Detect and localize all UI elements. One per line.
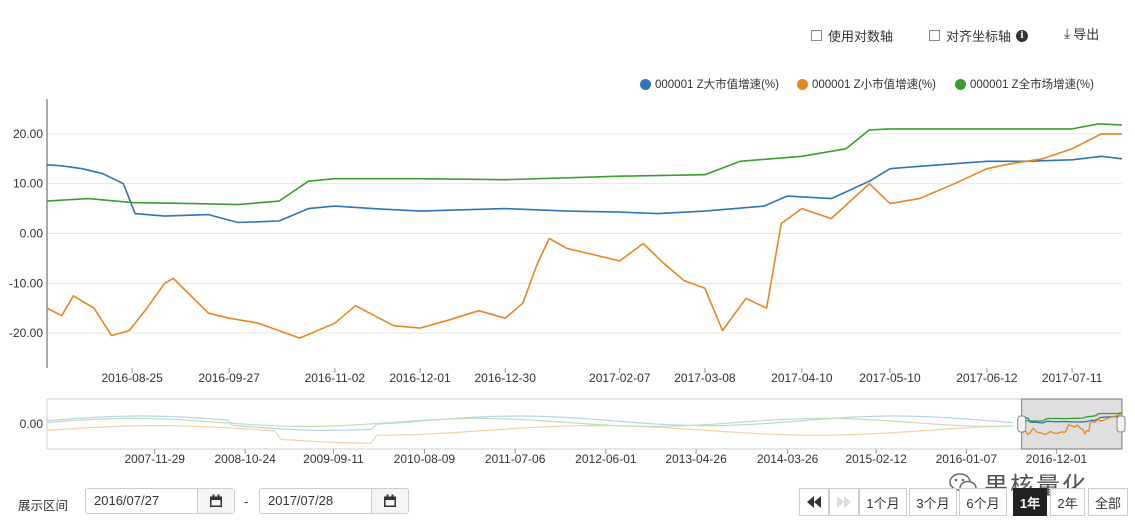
legend-label-small: 000001 Z小市值增速(%) — [812, 79, 936, 91]
download-icon: ⤓ — [1064, 25, 1071, 41]
range-button-all[interactable]: 全部 — [1088, 488, 1128, 516]
x-tick-label: 2017-02-07 — [589, 371, 651, 385]
legend-dot-large — [640, 78, 651, 90]
calendar-icon — [384, 494, 396, 507]
x-tick-label: 2016-12-30 — [475, 371, 537, 385]
start-date-input[interactable]: 2016/07/27 — [85, 488, 235, 514]
y-tick-label: 10.00 — [13, 177, 43, 191]
range-button-1y[interactable]: 1年 — [1013, 488, 1047, 516]
x-tick-label: 2017-06-12 — [956, 371, 1018, 385]
x-tick-label: 2017-04-10 — [771, 371, 833, 385]
navigator-x-tick-label: 2007-11-29 — [124, 452, 185, 466]
x-tick-label: 2017-07-11 — [1042, 371, 1103, 385]
range-button-3m[interactable]: 3个月 — [909, 488, 957, 516]
navigator-selected-line — [1021, 413, 1122, 436]
navigator[interactable]: 0.00 2007-11-29 2008-10-24 2009-09-11 2010-0… — [20, 398, 1126, 466]
y-tick-label: 20.00 — [13, 127, 43, 141]
x-tick-label: 2016-12-01 — [389, 371, 451, 385]
legend-dot-market — [955, 78, 966, 90]
navigator-x-tick-label: 2016-12-01 — [1026, 452, 1088, 466]
navigator-x-tick-label: 2016-01-07 — [936, 452, 998, 466]
chart-legend: 000001 Z大市值增速(%) 000001 Z小市值增速(%) 000001… — [0, 76, 1135, 94]
series-line-small — [46, 133, 1122, 339]
navigator-x-tick-label: 2014-03-26 — [757, 452, 819, 466]
log-axis-toggle[interactable]: 使用对数轴 — [811, 26, 893, 45]
export-label: 导出 — [1073, 27, 1100, 42]
end-date-input[interactable]: 2017/07/28 — [259, 488, 409, 514]
legend-label-large: 000001 Z大市值增速(%) — [655, 79, 779, 91]
legend-item-market[interactable]: 000001 Z全市场增速(%) — [955, 76, 1094, 92]
navigator-x-tick-label: 2012-06-01 — [575, 452, 637, 466]
range-label: 展示区间 — [18, 499, 69, 513]
range-selector: 展示区间 2016/07/27 - 2017/07/28 1个月 3个月 6个月… — [0, 488, 1135, 518]
fast-forward-icon — [837, 496, 851, 508]
range-button-2y[interactable]: 2年 — [1050, 488, 1085, 516]
range-button-6m[interactable]: 6个月 — [959, 488, 1007, 516]
navigator-handle — [1017, 415, 1027, 433]
info-icon[interactable]: i — [1016, 29, 1029, 42]
series-line-large — [46, 155, 1123, 224]
start-date-value: 2016/07/27 — [94, 493, 160, 508]
align-axis-checkbox[interactable] — [929, 30, 940, 41]
navigator-selected-line — [1021, 412, 1123, 422]
legend-item-large[interactable]: 000001 Z大市值增速(%) — [640, 76, 779, 92]
x-tick-label: 2017-03-08 — [674, 371, 736, 385]
x-tick-label: 2016-08-25 — [101, 371, 163, 385]
navigator-x-tick-label: 2009-09-11 — [303, 452, 364, 466]
align-axis-label: 对齐坐标轴 — [946, 29, 1012, 44]
rewind-icon — [807, 496, 821, 508]
x-tick-label: 2017-05-10 — [859, 371, 921, 385]
navigator-overview-line — [46, 415, 1014, 431]
y-tick-label: 0.00 — [20, 227, 44, 241]
calendar-icon — [210, 494, 222, 507]
navigator-x-tick-label: 2008-10-24 — [214, 452, 276, 466]
navigator-x-tick-label: 2013-04-26 — [665, 452, 727, 466]
navigator-x-tick-label: 2011-07-06 — [485, 452, 546, 466]
navigator-overview-line — [46, 417, 1014, 427]
navigator-x-tick-label: 2010-08-09 — [394, 452, 456, 466]
range-separator: - — [244, 494, 249, 509]
navigator-selection — [1021, 398, 1123, 450]
align-axis-toggle[interactable]: 对齐坐标轴 i — [929, 26, 1029, 45]
range-button-1m[interactable]: 1个月 — [859, 488, 907, 516]
navigator-x-tick-label: 2015-02-12 — [845, 452, 907, 466]
log-axis-label: 使用对数轴 — [828, 29, 894, 44]
export-button[interactable]: ⤓ 导出 — [1064, 24, 1099, 43]
navigator-handle — [1116, 415, 1126, 433]
legend-label-market: 000001 Z全市场增速(%) — [970, 79, 1094, 91]
x-tick-label: 2016-09-27 — [198, 371, 260, 385]
y-tick-label: -10.00 — [9, 276, 43, 290]
y-tick-label: -20.00 — [9, 326, 43, 340]
prev-range-button[interactable] — [799, 488, 829, 516]
legend-dot-small — [797, 78, 808, 90]
next-range-button[interactable] — [829, 488, 859, 516]
main-series — [46, 123, 1123, 339]
series-line-market — [46, 123, 1123, 206]
log-axis-checkbox[interactable] — [811, 30, 822, 41]
legend-item-small[interactable]: 000001 Z小市值增速(%) — [797, 76, 936, 92]
navigator-overview-line — [46, 425, 1014, 444]
end-calendar-button[interactable] — [371, 489, 408, 513]
navigator-y-tick-label: 0.00 — [20, 417, 44, 431]
chart-toolbar: 使用对数轴 对齐坐标轴 i ⤓ 导出 — [0, 24, 1135, 50]
end-date-value: 2017/07/28 — [268, 493, 334, 508]
line-chart: 20.00 10.00 0.00 -10.00 -20.00 2016-08-25 2016… — [9, 99, 1126, 466]
start-calendar-button[interactable] — [197, 489, 234, 513]
main-axis: 20.00 10.00 0.00 -10.00 -20.00 2016-08-25 2016… — [9, 99, 1103, 385]
main-grid — [47, 133, 1122, 334]
x-tick-label: 2016-11-02 — [305, 371, 366, 385]
